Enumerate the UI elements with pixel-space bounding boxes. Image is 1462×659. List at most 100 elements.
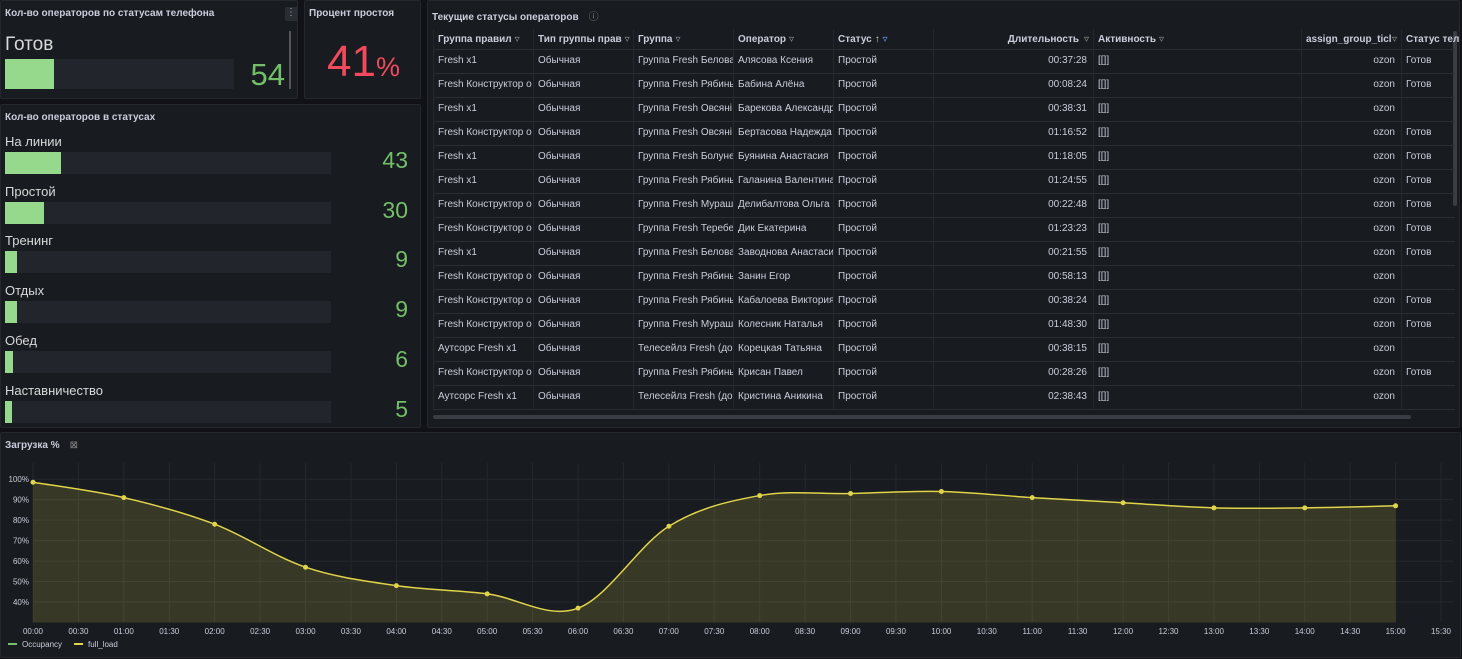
header-text[interactable]: Статус	[838, 34, 872, 45]
filter-icon[interactable]: ▿	[514, 34, 520, 45]
x-tick-label: 11:00	[1023, 627, 1043, 636]
column-header: Активность ▿	[1093, 29, 1301, 51]
table-cell: Простой	[833, 49, 933, 73]
x-tick-label: 02:00	[205, 627, 226, 636]
table-cell: Группа Fresh Рябинь	[633, 265, 733, 289]
table-cell: Группа Fresh Теребе	[633, 217, 733, 241]
table-cell: [[]]	[1093, 169, 1301, 193]
gauge-value: 5	[395, 395, 408, 422]
table-cell: Обычная	[533, 217, 633, 241]
x-tick-label: 09:30	[886, 627, 907, 636]
table-cell: ozon	[1301, 97, 1401, 121]
table-cell: Корецкая Татьяна	[733, 337, 833, 361]
filter-icon[interactable]: ▿	[1159, 34, 1165, 45]
header-text[interactable]: Оператор	[738, 34, 787, 45]
table-cell: Обычная	[533, 313, 633, 337]
table-cell: [[]]	[1093, 361, 1301, 385]
table-cell: Группа Fresh Рябинь	[633, 289, 733, 313]
header-text[interactable]: Группа правил	[438, 34, 512, 45]
table-cell: Обычная	[533, 97, 633, 121]
table-cell: Fresh Конструктор о	[433, 289, 533, 313]
x-tick-label: 03:00	[296, 627, 317, 636]
gauge-track	[5, 152, 331, 174]
table-cell	[1401, 385, 1459, 409]
gauge-label: Готов	[5, 34, 54, 55]
table-cell: Буянина Анастасия	[733, 145, 833, 169]
table-cell: Кристина Аникина	[733, 385, 833, 409]
gauge-label: Тренинг	[5, 233, 54, 249]
x-tick-label: 00:00	[23, 627, 44, 636]
table-cell: Fresh Конструктор о	[433, 121, 533, 145]
table-cell: [[]]	[1093, 97, 1301, 121]
table-cell: ozon	[1301, 193, 1401, 217]
table-cell: Группа Fresh Рябинь	[633, 361, 733, 385]
table-cell: Fresh Конструктор о	[433, 313, 533, 337]
h-scrollbar[interactable]	[433, 415, 1411, 419]
table-cell: Делибалтова Ольга	[733, 193, 833, 217]
point	[484, 591, 490, 597]
table-cell: Обычная	[533, 73, 633, 97]
point	[1302, 505, 1308, 511]
table-cell: Готов	[1401, 193, 1459, 217]
gauge-track	[5, 400, 331, 423]
stat: 41%	[305, 37, 422, 87]
table-cell: Телесейлз Fresh (до	[633, 385, 733, 409]
table-cell: [[]]	[1093, 313, 1301, 337]
x-tick-label: 10:00	[931, 627, 952, 636]
title-text: Текущие статусы операторов	[432, 12, 579, 23]
header-text[interactable]: assign_group_ticl	[1306, 34, 1392, 45]
header-text[interactable]: Активность	[1098, 34, 1157, 45]
x-tick-label: 07:30	[704, 627, 725, 636]
menu-button[interactable]: ⋮	[285, 7, 297, 21]
header-text[interactable]: Длительность	[1007, 34, 1079, 45]
gauge-label: Простой	[5, 183, 56, 199]
panel-title: Кол-во операторов в статусах	[5, 112, 156, 123]
legend-label: full_load	[88, 640, 118, 649]
row-line	[433, 409, 1455, 410]
table-cell: Простой	[833, 97, 933, 121]
table-cell: Fresh Конструктор о	[433, 361, 533, 385]
row-line	[433, 217, 1455, 218]
x-tick-label: 10:30	[977, 627, 998, 636]
scrollbar	[289, 31, 291, 89]
table-cell: ozon	[1301, 49, 1401, 73]
point	[30, 479, 36, 485]
table-cell: ozon	[1301, 385, 1401, 409]
filter-icon[interactable]: ▿	[624, 34, 630, 45]
filter-icon[interactable]: ▿	[675, 34, 681, 45]
table-cell: ozon	[1301, 337, 1401, 361]
point	[303, 564, 309, 570]
y-tick-label: 90%	[13, 496, 29, 505]
table-cell: [[]]	[1093, 193, 1301, 217]
area	[33, 482, 1396, 623]
table-cell: Обычная	[533, 265, 633, 289]
v-scrollbar[interactable]	[1453, 31, 1457, 206]
table-cell: 00:58:13	[933, 265, 1093, 289]
table-cell: [[]]	[1093, 121, 1301, 145]
header-text[interactable]: Статус теле	[1406, 34, 1460, 45]
filter-icon[interactable]: ▿	[1083, 34, 1089, 45]
table-cell: 00:08:24	[933, 73, 1093, 97]
filter-icon[interactable]: ▿	[789, 34, 795, 45]
gauge-bar	[5, 251, 17, 274]
filter-icon[interactable]: ▿	[1391, 34, 1397, 45]
filter-icon[interactable]: ↑ ▿	[874, 34, 888, 45]
x-tick-label: 06:30	[613, 627, 634, 636]
chart-panel: Загрузка % ⊠ 40% 50% 60% 70% 80% 90% 100% 00:00 0…	[0, 432, 1461, 658]
x-tick-label: 15:00	[1386, 627, 1407, 636]
table-cell: ozon	[1301, 265, 1401, 289]
table-cell: Простой	[833, 337, 933, 361]
table-cell: [[]]	[1093, 265, 1301, 289]
header-text[interactable]: Группа	[638, 34, 673, 45]
column-header: Группа ▿	[633, 29, 733, 51]
table-cell: Fresh Конструктор о	[433, 73, 533, 97]
table-cell: Простой	[833, 313, 933, 337]
column-header: Длительность ▿	[933, 29, 1093, 51]
table-cell: Fresh Конструктор о	[433, 193, 533, 217]
y-tick-label: 100%	[9, 475, 29, 484]
header-text[interactable]: Тип группы прав	[538, 34, 622, 45]
table-cell: ozon	[1301, 169, 1401, 193]
point	[757, 493, 763, 499]
table-cell: Простой	[833, 193, 933, 217]
chart: 40% 50% 60% 70% 80% 90% 100% 00:00 00:30 01:00 01:…	[8, 463, 1453, 649]
